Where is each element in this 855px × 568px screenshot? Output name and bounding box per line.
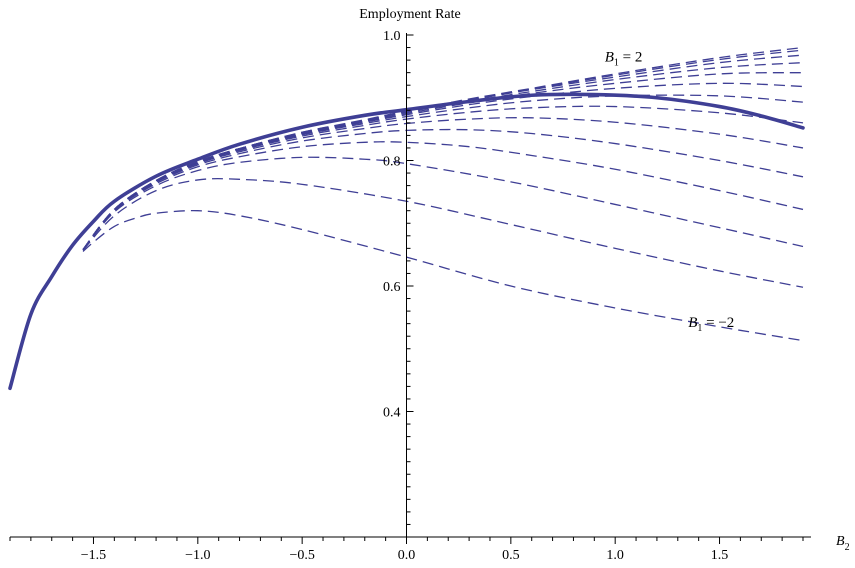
y-tick-label: 0.8: [383, 155, 401, 170]
x-tick-label: 1.5: [711, 548, 729, 563]
series-dashed-line-13: [83, 50, 803, 250]
y-tick-label: 1.0: [383, 29, 401, 44]
y-tick-label: 0.4: [383, 406, 401, 421]
series-dashed-line-4: [83, 142, 803, 250]
annotation-rest: = −2: [702, 315, 734, 331]
series-dashed-line-14: [83, 48, 803, 250]
series-dashed-line-3: [83, 157, 803, 250]
series-annotation: B1 = −2: [688, 315, 734, 334]
x-tick-label: −1.5: [81, 548, 106, 563]
y-tick-label: 0.6: [383, 280, 401, 295]
x-tick-label: −0.5: [289, 548, 314, 563]
x-tick-label: 1.0: [606, 548, 624, 563]
x-tick-label: 0.5: [502, 548, 520, 563]
y-axis-title: Employment Rate: [359, 7, 460, 22]
series-dashed-line-2: [83, 179, 803, 288]
series-dashed-line-7: [83, 106, 803, 249]
annotation-rest: = 2: [619, 49, 642, 65]
x-axis-title: B2: [836, 534, 850, 553]
x-tick-label: −1.0: [185, 548, 210, 563]
series-dashed-line-5: [83, 130, 803, 250]
x-axis-title-sub: 2: [845, 542, 850, 553]
annotation-base: B: [688, 315, 697, 331]
annotation-layer: B1 = 2 B1 = −2: [605, 49, 735, 333]
series-dashed-line-6: [83, 118, 803, 250]
annotation-base: B: [605, 49, 614, 65]
x-tick-label: 0.0: [398, 548, 416, 563]
series-annotation: B1 = 2: [605, 49, 643, 68]
